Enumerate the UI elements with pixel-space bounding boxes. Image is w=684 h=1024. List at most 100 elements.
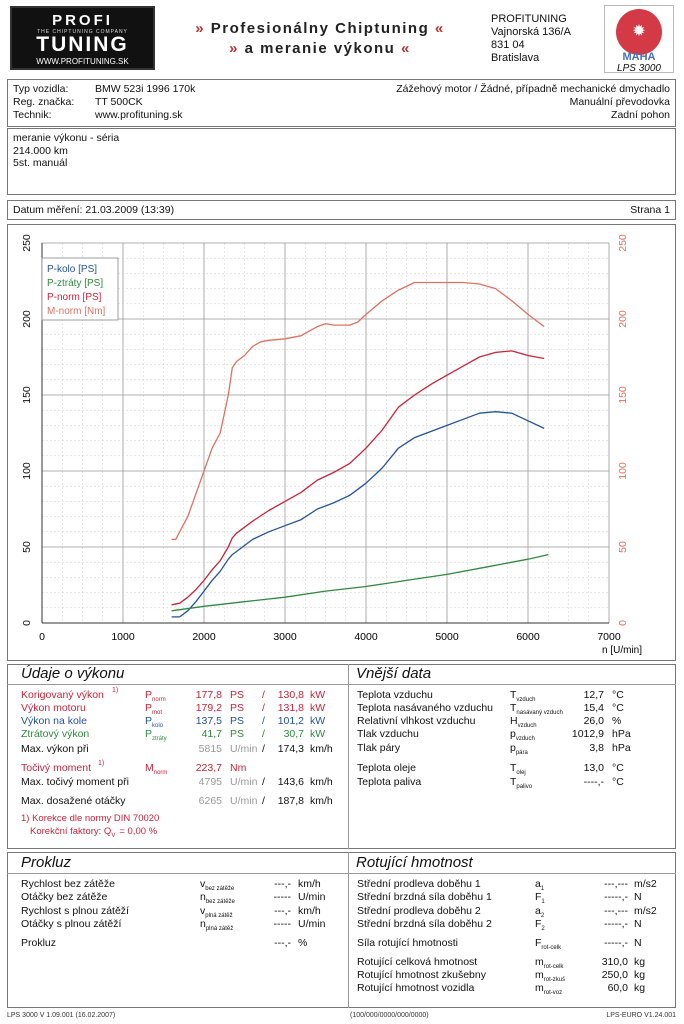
y-tick-label-right: 200 xyxy=(617,310,629,328)
udaje-separator: / xyxy=(262,715,265,727)
rotujici-label: Rotující hmotnost zkušebny xyxy=(357,969,486,981)
prokluz-symbol-subscript: bez zátěže xyxy=(205,886,235,893)
udaje-symbol: Pkolo xyxy=(145,715,163,729)
rotujici-symbol-subscript: 1 xyxy=(540,886,545,893)
correction-factor-sub: V xyxy=(111,832,116,839)
rotujici-unit: N xyxy=(634,891,642,903)
udaje-unit-kw: kW xyxy=(310,702,326,714)
rotujici-unit: N xyxy=(634,937,642,949)
rotujici-value: 250,0 xyxy=(601,969,628,981)
udaje-unit-ps: PS xyxy=(230,715,245,727)
logo-top-text: PROFI xyxy=(52,12,113,29)
vnejsi-symbol-symbol: H xyxy=(510,715,518,727)
rotujici-symbol-subscript: rot-celk xyxy=(543,964,564,971)
vnejsi-symbol: pvzduch xyxy=(510,728,535,742)
chart-series xyxy=(171,281,549,618)
udaje-max_torque-rpm: 4795 xyxy=(198,776,222,788)
correction-factor-label: Korekční faktory: Q xyxy=(30,826,112,837)
udaje-label: Výkon na kole xyxy=(21,715,87,727)
vnejsi-symbol-symbol: T xyxy=(510,689,517,701)
y-axis-right-ticks: 0 50 100 150 200 250 xyxy=(617,234,629,626)
torque-label: Točivý moment xyxy=(21,762,92,774)
udaje-label: Korigovaný výkon xyxy=(21,689,104,701)
power-chart: 0 50 100 150 200 250 0 50 100 150 200 250 0 1000 200… xyxy=(21,234,642,656)
measurement-date: Datum měření: 21.03.2009 (13:39) xyxy=(13,204,175,216)
prokluz-symbol-symbol: n xyxy=(200,891,206,903)
udaje-unit-kw: kW xyxy=(310,689,326,701)
rotujici-value: 310,0 xyxy=(601,956,628,968)
y-tick-label-left: 150 xyxy=(21,386,33,404)
rotujici-symbol-symbol: m xyxy=(535,956,544,968)
rotujici-value: 60,0 xyxy=(607,982,628,994)
y-tick-label-right: 150 xyxy=(617,386,629,404)
rotujici-unit: kg xyxy=(634,956,646,968)
vnejsi-symbol-symbol: p xyxy=(510,742,516,754)
prokluz-label: Rychlost s plnou zátěží xyxy=(21,905,129,917)
udaje-footnote-mark: 1) xyxy=(112,687,119,694)
torque-footnote-mark: 1) xyxy=(98,760,105,767)
vehicle-type: BMW 523i 1996 170k xyxy=(95,83,196,95)
rotujici-label: Střední prodleva doběhu 2 xyxy=(357,905,481,917)
prokluz-symbol-subscript: plná zátěž xyxy=(205,926,234,933)
vnejsi-label: Tlak vzduchu xyxy=(357,728,419,740)
prokluz-symbol: nbez zátěže xyxy=(200,891,235,905)
slip-header-line xyxy=(7,873,676,874)
vnejsi-symbol-symbol: T xyxy=(510,702,517,714)
prokluz-value: ----- xyxy=(273,918,291,930)
logo-main-text: TUNING xyxy=(36,33,129,56)
rotujici-value: ---,--- xyxy=(604,905,628,917)
page-number: Strana 1 xyxy=(630,204,670,216)
torque-symbol: Mnorm xyxy=(145,762,167,776)
prokluz-symbol: nplná zátěž xyxy=(200,918,233,932)
prokluz-label: Prokluz xyxy=(21,937,57,949)
rotujici-symbol-symbol: F xyxy=(535,891,542,903)
rotujici-symbol-subscript: rot-celk xyxy=(541,945,562,952)
measurement-notes: meranie výkonu - séria 214.000 km 5st. m… xyxy=(13,132,120,169)
rotujici-symbol-symbol: a xyxy=(535,878,541,890)
rotujici-value: -----,- xyxy=(604,918,628,930)
rotujici-symbol-symbol: F xyxy=(535,937,542,949)
udaje-symbol-subscript: ztráty xyxy=(152,736,167,743)
udaje-value-kw: 101,2 xyxy=(277,715,304,727)
rotujici-symbol: F2 xyxy=(535,918,545,932)
prokluz-label: Rychlost bez zátěže xyxy=(21,878,115,890)
footer-euro-version: LPS-EURO V1.24.001 xyxy=(606,1012,676,1019)
rotujici-label: Síla rotující hmotnosti xyxy=(357,937,458,949)
profituning-logo: PROFI THE CHIPTUNING COMPANY TUNING WWW.… xyxy=(10,6,155,70)
notes-box xyxy=(7,128,676,195)
udaje-max_power-speed: 174,3 xyxy=(277,743,304,755)
y-tick-label-left: 50 xyxy=(21,541,33,553)
prokluz-symbol: vbez zátěže xyxy=(200,878,234,892)
y-tick-label-left: 250 xyxy=(21,234,33,252)
technician: www.profituning.sk xyxy=(95,109,183,121)
rotujici-symbol: mrot-voz xyxy=(535,982,562,996)
maha-emblem-icon: ✹ xyxy=(616,9,662,55)
udaje-max_power-rpm: 5815 xyxy=(198,743,222,755)
rotujici-unit: kg xyxy=(634,982,646,994)
rotujici-label: Rotující celková hmotnost xyxy=(357,956,478,968)
results-box xyxy=(7,664,676,849)
slip-rotation-box xyxy=(7,852,676,1008)
legend-m-norm: M-norm [Nm] xyxy=(47,306,106,317)
maha-logo: ✹ MAHA LPS 3000 xyxy=(604,5,674,74)
rotujici-unit: N xyxy=(634,918,642,930)
x-tick-label: 5000 xyxy=(435,631,459,643)
vnejsi-symbol: Tnasávaný vzduch xyxy=(510,702,563,716)
vnejsi-symbol: Tvzduch xyxy=(510,689,535,703)
x-tick-label: 4000 xyxy=(354,631,378,643)
prokluz-label: Otáčky bez zátěže xyxy=(21,891,108,903)
udaje-max_rpm-speed-unit: km/h xyxy=(310,795,333,807)
udaje-max_torque-speed: 143,6 xyxy=(277,776,304,788)
vnejsi-unit: °C xyxy=(612,762,624,774)
rotujici-symbol: mrot-zkuš xyxy=(535,969,565,983)
udaje-separator: / xyxy=(262,728,265,740)
torque-value: 223,7 xyxy=(195,762,222,774)
rotujici-unit: m/s2 xyxy=(634,905,657,917)
udaje-symbol-subscript: mot xyxy=(152,710,163,717)
vnejsi-value: ----,- xyxy=(583,776,604,788)
vnejsi-symbol-subscript: vzduch xyxy=(516,697,536,704)
udaje-max_power-label: Max. výkon při xyxy=(21,743,89,755)
prokluz-value: ---,- xyxy=(274,937,291,949)
udaje-max_torque-rpm-unit: U/min xyxy=(230,776,258,788)
series-line-m-norm xyxy=(171,281,545,541)
